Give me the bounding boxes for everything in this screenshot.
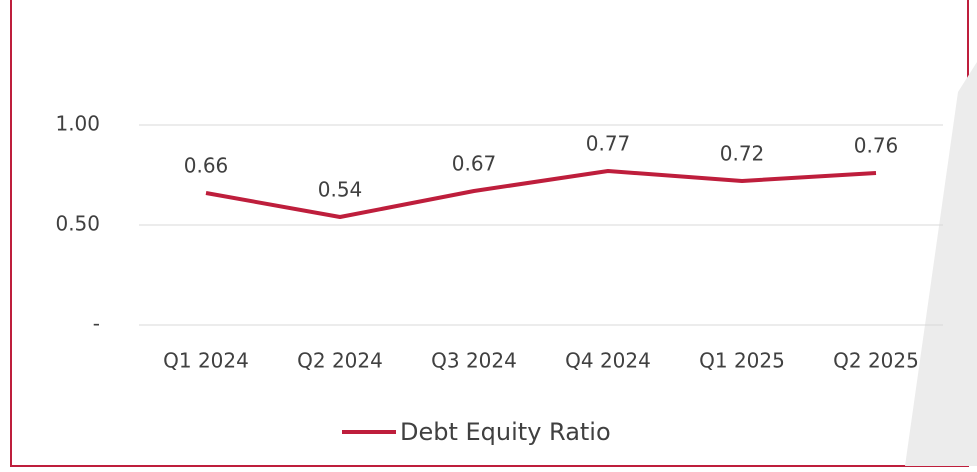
data-label: 0.66 (184, 154, 229, 178)
y-tick-label: - (93, 312, 100, 336)
x-tick-label: Q2 2025 (833, 349, 919, 373)
x-tick-label: Q1 2025 (699, 349, 785, 373)
y-tick-label: 0.50 (55, 212, 100, 236)
data-label: 0.76 (854, 134, 899, 158)
frame (10, 0, 969, 467)
legend-label: Debt Equity Ratio (400, 418, 611, 446)
x-tick-label: Q3 2024 (431, 349, 517, 373)
data-label: 0.67 (452, 152, 497, 176)
decor-shape (905, 62, 977, 466)
x-tick-label: Q1 2024 (163, 349, 249, 373)
data-label: 0.54 (318, 178, 363, 202)
x-tick-label: Q4 2024 (565, 349, 651, 373)
x-tick-label: Q2 2024 (297, 349, 383, 373)
data-label: 0.77 (586, 132, 631, 156)
y-tick-label: 1.00 (55, 112, 100, 136)
data-line (205, 169, 877, 219)
data-label: 0.72 (720, 142, 765, 166)
